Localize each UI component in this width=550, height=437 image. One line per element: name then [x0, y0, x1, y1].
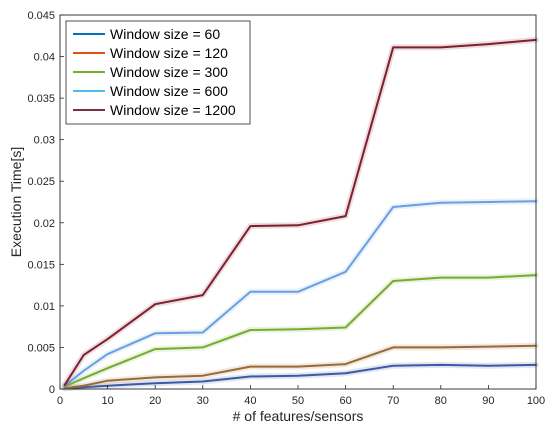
series-2: [61, 342, 539, 392]
series-5: [61, 36, 539, 388]
legend-label: Window size = 1200: [110, 102, 236, 118]
x-tick-label: 0: [57, 395, 63, 407]
legend-label: Window size = 300: [110, 64, 228, 80]
series-line: [63, 344, 537, 390]
y-tick-label: 0.035: [27, 93, 55, 105]
series-line: [63, 274, 537, 388]
y-tick-label: 0.01: [34, 301, 55, 313]
x-tick-label: 50: [292, 395, 304, 407]
x-tick-label: 40: [244, 395, 256, 407]
x-tick-label: 100: [527, 395, 545, 407]
y-tick-label: 0: [49, 384, 55, 396]
legend-label: Window size = 600: [110, 83, 228, 99]
series-line: [63, 38, 537, 386]
y-tick-label: 0.04: [34, 52, 55, 64]
y-tick-label: 0.015: [27, 259, 55, 271]
x-axis-label: # of features/sensors: [233, 408, 364, 424]
series-line: [63, 200, 537, 387]
series-lines: [61, 36, 539, 392]
legend-label: Window size = 120: [110, 45, 228, 61]
x-tick-label: 70: [387, 395, 399, 407]
x-tick-label: 60: [339, 395, 351, 407]
y-tick-label: 0.025: [27, 176, 55, 188]
x-tick-label: 80: [435, 395, 447, 407]
x-tick-label: 90: [482, 395, 494, 407]
y-tick-label: 0.03: [34, 135, 55, 147]
y-tick-label: 0.02: [34, 218, 55, 230]
x-tick-label: 30: [197, 395, 209, 407]
series-line: [63, 363, 537, 390]
axis-ticks: 0 10 20 30 40 50 60 70 80 90 100 0 0.005 0.01 0.015 0.0…: [27, 10, 545, 407]
y-axis-label: Execution Time[s]: [8, 147, 24, 258]
x-tick-label: 20: [149, 395, 161, 407]
y-tick-label: 0.045: [27, 10, 55, 22]
legend-label: Window size = 60: [110, 26, 220, 42]
series-3: [61, 272, 539, 390]
series-4: [61, 198, 539, 389]
legend: Window size = 60 Window size = 120 Window …: [65, 20, 251, 125]
series-1: [61, 361, 539, 392]
x-tick-label: 10: [101, 395, 113, 407]
y-tick-label: 0.005: [27, 342, 55, 354]
